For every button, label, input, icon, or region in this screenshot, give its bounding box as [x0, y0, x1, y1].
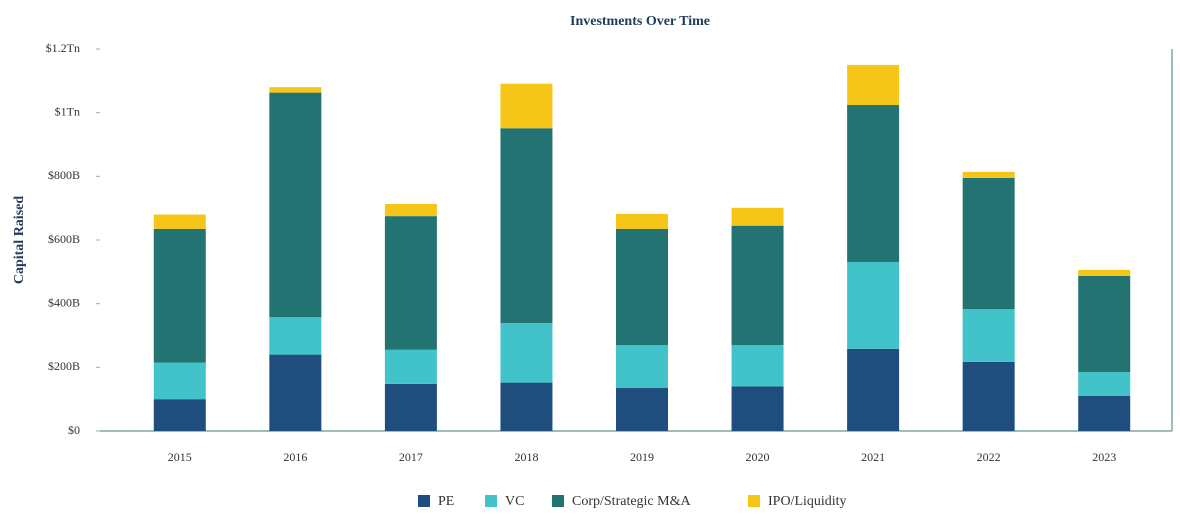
bar-segment: [731, 386, 784, 431]
bar-segment: [384, 204, 437, 217]
x-tick-label: 2020: [746, 450, 770, 464]
bar-segment: [500, 323, 553, 383]
bar-segment: [269, 92, 322, 318]
legend-label: IPO/Liquidity: [768, 494, 847, 509]
x-tick-label: 2019: [630, 450, 654, 464]
x-tick-label: 2018: [514, 450, 538, 464]
bar-segment: [847, 348, 900, 431]
bar-segment: [1078, 372, 1131, 396]
legend-swatch: [418, 495, 430, 507]
bar-segment: [153, 214, 206, 229]
bar-segment: [500, 128, 553, 324]
bar-segment: [1078, 275, 1131, 373]
bar-segment: [500, 83, 553, 129]
legend-swatch: [748, 495, 760, 507]
legend-label: PE: [438, 494, 454, 509]
legend-swatch: [485, 495, 497, 507]
bar-segment: [616, 388, 668, 431]
y-tick-label: $800B: [48, 168, 80, 182]
y-tick-label: $200B: [48, 359, 80, 373]
bar-segment: [1078, 395, 1131, 431]
x-tick-label: 2021: [861, 450, 885, 464]
legend-swatch: [552, 495, 564, 507]
bar-segment: [962, 177, 1015, 310]
bar-segment: [500, 382, 553, 431]
bar-segment: [1078, 269, 1131, 276]
y-tick-label: $1.2Tn: [46, 41, 80, 55]
bar-segment: [269, 317, 322, 355]
bar-segment: [616, 228, 668, 346]
bar-segment: [384, 216, 437, 350]
bar-segment: [269, 87, 322, 93]
bar-segment: [731, 225, 784, 346]
chart-title: Investments Over Time: [570, 14, 710, 29]
bar-segment: [616, 345, 668, 389]
x-tick-label: 2022: [977, 450, 1001, 464]
bar-segment: [962, 309, 1015, 362]
y-tick-label: $0: [68, 423, 80, 437]
y-tick-label: $1Tn: [55, 104, 80, 118]
x-tick-label: 2016: [283, 450, 307, 464]
bar-segment: [731, 207, 784, 226]
bar-segment: [962, 171, 1015, 178]
bar-segment: [269, 354, 322, 431]
bar-segment: [384, 383, 437, 431]
y-tick-label: $600B: [48, 232, 80, 246]
legend-label: VC: [505, 494, 524, 509]
x-tick-label: 2015: [168, 450, 192, 464]
bar-segment: [153, 362, 206, 400]
bar-segment: [153, 228, 206, 363]
x-tick-label: 2023: [1092, 450, 1116, 464]
x-tick-label: 2017: [399, 450, 423, 464]
bar-segment: [847, 105, 900, 262]
y-axis-label: Capital Raised: [12, 196, 27, 285]
bar-segment: [962, 361, 1015, 431]
bar-segment: [847, 64, 900, 106]
legend-label: Corp/Strategic M&A: [572, 494, 691, 509]
bar-segment: [384, 349, 437, 384]
bar-segment: [847, 261, 900, 349]
bar-segment: [616, 213, 668, 229]
bar-segment: [731, 345, 784, 387]
bar-segment: [153, 399, 206, 431]
y-tick-label: $400B: [48, 295, 80, 309]
